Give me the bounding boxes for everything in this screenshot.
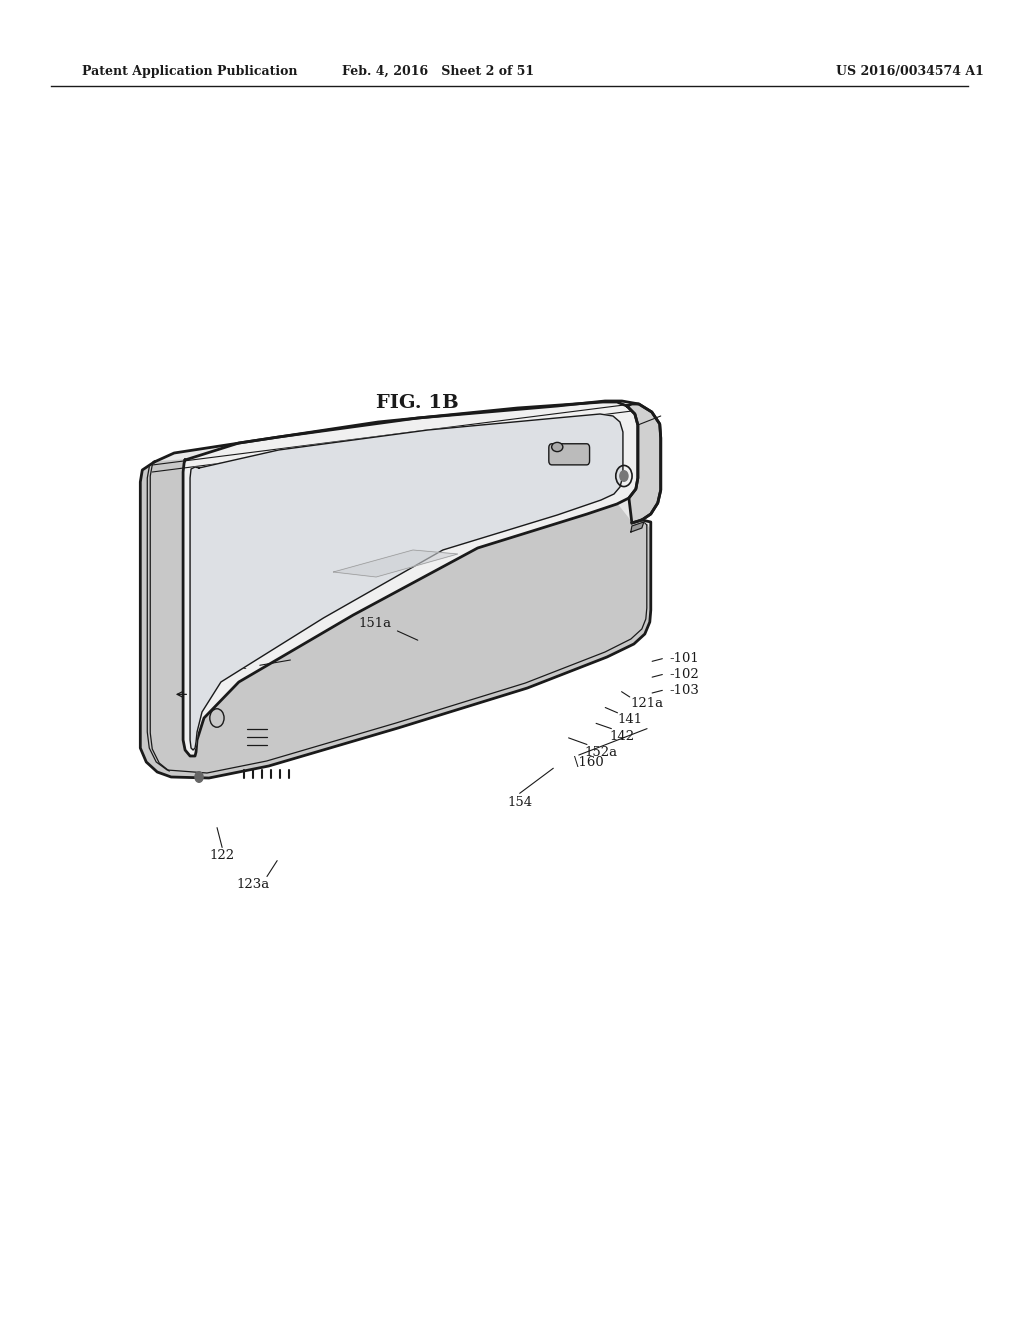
Circle shape [195,772,203,783]
Polygon shape [627,404,660,523]
Text: -101: -101 [670,652,699,665]
Polygon shape [190,414,623,750]
Circle shape [620,471,628,482]
Text: \160: \160 [574,756,604,770]
Text: 151: 151 [224,659,249,672]
Polygon shape [140,401,660,777]
Text: 123a: 123a [237,878,269,891]
Text: 121a: 121a [631,697,664,710]
Ellipse shape [552,442,563,451]
Polygon shape [140,459,651,777]
Text: 142: 142 [609,730,634,743]
Text: 152a: 152a [585,746,617,759]
Text: Patent Application Publication: Patent Application Publication [82,65,297,78]
FancyBboxPatch shape [549,444,590,465]
Text: -102: -102 [670,668,699,681]
Text: 122: 122 [210,849,234,862]
Text: FIG. 1B: FIG. 1B [377,393,459,412]
Polygon shape [334,550,458,577]
Text: US 2016/0034574 A1: US 2016/0034574 A1 [836,65,983,78]
Text: 141: 141 [617,713,642,726]
Text: 154: 154 [507,796,532,809]
Text: 151a: 151a [358,616,391,630]
Polygon shape [183,403,638,756]
Text: 100: 100 [254,582,280,595]
Text: -103: -103 [670,684,699,697]
Text: Feb. 4, 2016   Sheet 2 of 51: Feb. 4, 2016 Sheet 2 of 51 [342,65,535,78]
Polygon shape [631,521,644,532]
